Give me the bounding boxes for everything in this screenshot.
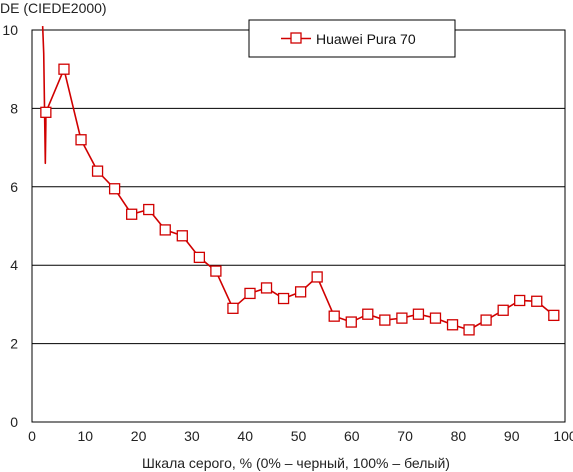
x-axis-title: Шкала серого, % (0% – черный, 100% – бел… [142, 455, 450, 471]
data-point-marker [260, 282, 273, 294]
series-line [41, 26, 555, 331]
y-tick-label: 10 [2, 22, 18, 38]
data-point-marker [294, 286, 307, 298]
x-tick-label: 40 [237, 428, 253, 444]
legend-marker-swatch [290, 32, 302, 44]
data-point-marker [548, 309, 560, 322]
data-point-marker [210, 265, 222, 277]
data-point-marker [412, 308, 425, 320]
y-tick-label: 0 [10, 414, 18, 430]
data-point-marker [497, 304, 509, 316]
legend: Huawei Pura 70 [248, 19, 456, 58]
data-point-marker [143, 203, 155, 216]
data-point-marker [446, 319, 459, 331]
data-point-marker [40, 106, 52, 118]
y-tick-label: 4 [10, 257, 18, 273]
y-axis-title: DE (CIEDE2000) [0, 0, 107, 16]
data-point-marker [277, 292, 290, 305]
y-tick-label: 2 [10, 336, 18, 352]
y-tick-label: 8 [10, 100, 18, 116]
x-axis-ticks: 0 10 20 30 40 50 60 70 80 90 100 [28, 428, 573, 444]
x-tick-label: 60 [344, 428, 360, 444]
x-tick-label: 0 [28, 428, 36, 444]
x-tick-label: 100 [553, 428, 573, 444]
data-point-marker [345, 316, 357, 328]
data-point-marker [531, 295, 543, 307]
x-tick-label: 90 [504, 428, 520, 444]
data-point-marker [328, 310, 340, 322]
y-axis-ticks: 0 2 4 6 8 10 [2, 22, 18, 430]
data-point-marker [227, 302, 239, 314]
x-tick-label: 10 [78, 428, 94, 444]
data-point-marker [429, 312, 442, 324]
plot-area-frame [31, 29, 566, 423]
data-point-marker [362, 308, 374, 320]
x-tick-label: 80 [451, 428, 467, 444]
x-tick-label: 20 [131, 428, 147, 444]
data-point-marker [159, 224, 171, 236]
data-point-marker [244, 287, 256, 300]
data-point-marker [108, 183, 121, 195]
data-point-marker [311, 271, 323, 283]
y-tick-label: 6 [10, 179, 18, 195]
data-point-marker [75, 134, 87, 146]
data-point-marker [126, 208, 138, 220]
x-tick-label: 70 [397, 428, 413, 444]
data-point-marker [379, 314, 391, 326]
data-point-marker [396, 312, 408, 324]
data-point-marker [91, 165, 104, 177]
series-layer [40, 26, 560, 336]
data-point-marker [176, 230, 188, 242]
legend-label: Huawei Pura 70 [316, 31, 416, 47]
data-point-marker [480, 314, 492, 326]
data-point-marker [463, 324, 475, 336]
data-point-marker [514, 294, 526, 307]
x-tick-label: 30 [184, 428, 200, 444]
data-point-marker [58, 63, 70, 75]
x-tick-label: 50 [291, 428, 307, 444]
gridlines [32, 29, 565, 423]
data-point-marker [193, 251, 206, 264]
